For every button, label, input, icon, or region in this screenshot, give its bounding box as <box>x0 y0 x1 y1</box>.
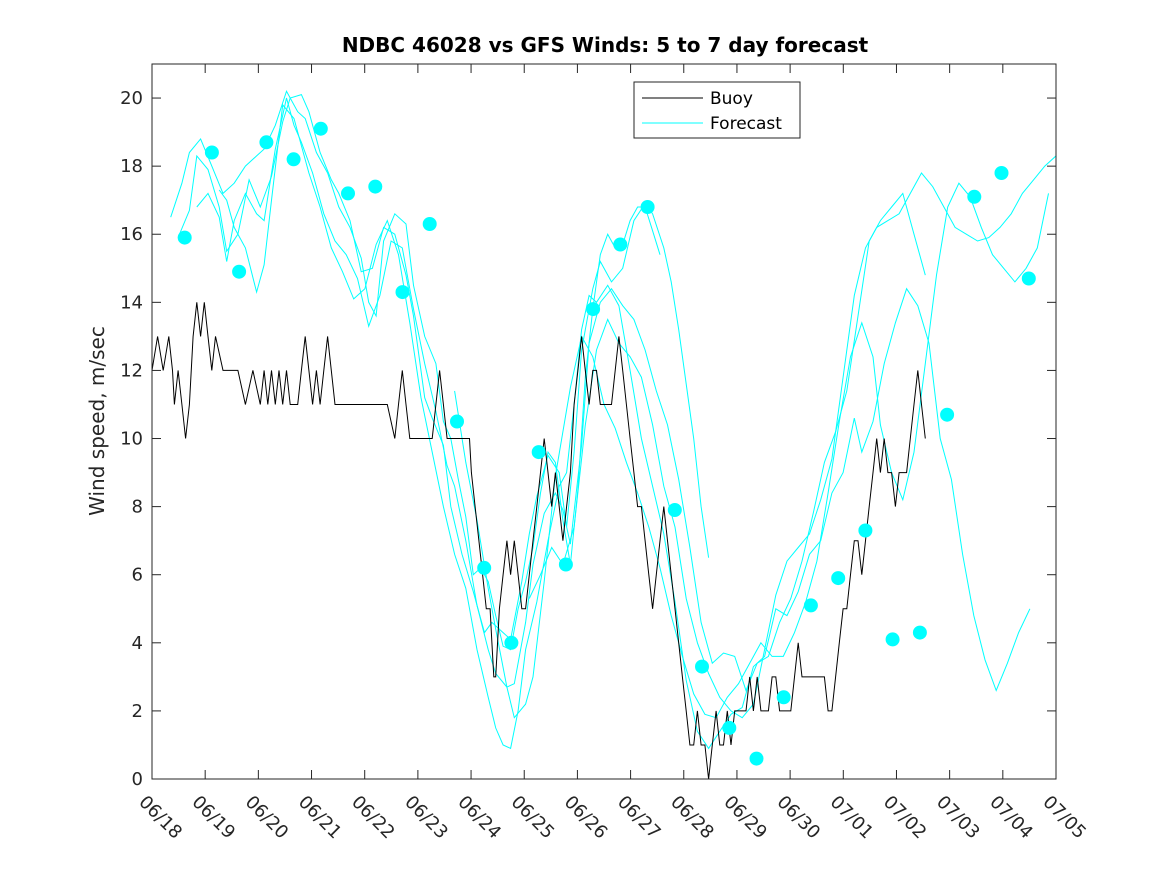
forecast-series-4 <box>218 103 1031 750</box>
forecast-marker <box>286 152 301 167</box>
forecast-marker <box>422 217 437 231</box>
forecast-marker <box>395 285 410 300</box>
forecast-series-2 <box>177 93 710 641</box>
plot-frame <box>151 63 1057 780</box>
forecast-marker <box>177 230 192 245</box>
y-axis: 0 2 4 6 8 10 12 14 16 18 20 <box>120 88 1056 790</box>
forecast-marker <box>912 625 927 640</box>
forecast-marker <box>776 690 791 705</box>
y-tick-label: 0 <box>132 769 143 790</box>
forecast-marker <box>885 632 900 647</box>
forecast-marker <box>613 237 628 252</box>
legend-box <box>633 81 801 139</box>
y-tick-label: 8 <box>132 497 143 518</box>
forecast-marker <box>831 571 846 586</box>
legend-label-buoy: Buoy <box>710 89 753 109</box>
chart-title: NDBC 46028 vs GFS Winds: 5 to 7 day fore… <box>342 33 869 57</box>
y-tick-label: 16 <box>120 224 143 245</box>
y-tick-label: 18 <box>120 156 143 177</box>
y-tick-label: 12 <box>120 360 143 381</box>
buoy-line-group <box>152 302 926 779</box>
forecast-marker <box>531 445 546 460</box>
forecast-marker <box>803 598 818 613</box>
forecast-marker <box>967 189 982 204</box>
forecast-marker <box>695 659 709 674</box>
forecast-marker <box>640 200 655 214</box>
plot-area <box>152 64 1056 779</box>
forecast-marker <box>313 121 328 136</box>
forecast-marker <box>940 407 955 422</box>
y-tick-label: 2 <box>132 701 143 722</box>
forecast-markers <box>177 121 1036 766</box>
forecast-marker <box>204 145 219 160</box>
forecast-marker <box>504 635 519 650</box>
forecast-marker <box>232 264 247 279</box>
forecast-marker <box>477 560 492 575</box>
forecast-marker <box>259 135 274 150</box>
forecast-marker <box>749 751 764 766</box>
forecast-series-5 <box>454 182 1049 719</box>
legend-label-forecast: Forecast <box>710 114 782 134</box>
forecast-marker <box>994 166 1009 180</box>
y-tick-label: 4 <box>132 633 143 654</box>
forecast-marker <box>722 720 737 735</box>
y-axis-label: Wind speed, m/sec <box>85 326 109 516</box>
y-tick-label: 10 <box>120 429 143 450</box>
forecast-marker <box>667 503 682 517</box>
forecast-marker <box>1021 271 1036 286</box>
forecast-marker <box>858 523 873 538</box>
forecast-series-3 <box>196 97 926 692</box>
y-tick-label: 20 <box>120 88 143 109</box>
forecast-series-6 <box>528 155 1056 719</box>
y-tick-label: 14 <box>120 292 143 313</box>
forecast-marker <box>558 557 573 572</box>
forecast-marker <box>586 302 601 317</box>
y-tick-label: 6 <box>132 565 143 586</box>
legend: Buoy Forecast <box>633 81 801 139</box>
forecast-marker <box>450 414 464 429</box>
buoy-series <box>152 302 926 779</box>
forecast-marker <box>368 179 383 194</box>
forecast-marker <box>341 186 355 201</box>
